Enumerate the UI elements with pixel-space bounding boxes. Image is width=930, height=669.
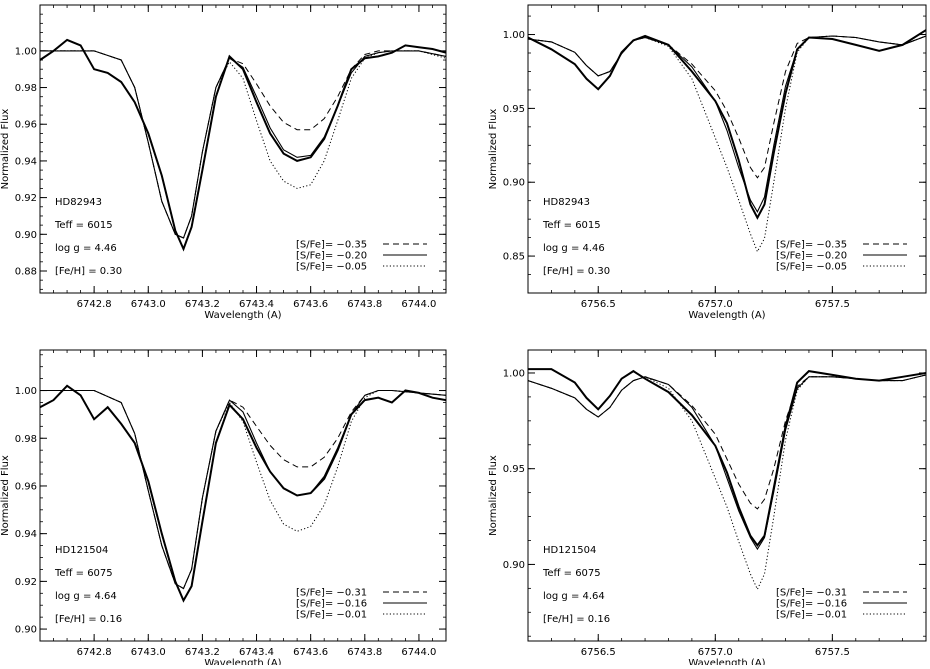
panel-top-right: 6756.5 6757.0 6757.5 0.85 0.90 0.95 1.00 Wavele… xyxy=(488,4,927,321)
series-line-solid xyxy=(528,374,926,551)
legend-label-dotted: [S/Fe]= −0.05 xyxy=(296,262,367,273)
legend-label-dashed: [S/Fe]= −0.31 xyxy=(296,588,367,599)
x-tick-label: 6743.4 xyxy=(239,299,274,310)
y-tick-label: 0.85 xyxy=(503,252,525,263)
observed-spectrum-line xyxy=(528,368,926,547)
x-tick-label: 6743.2 xyxy=(185,647,220,658)
series-line-dashed xyxy=(528,374,926,510)
star-feh: [Fe/H] = 0.16 xyxy=(543,614,610,625)
y-tick-label: 0.98 xyxy=(15,434,37,445)
y-axis-label: Normalized Flux xyxy=(488,109,499,190)
x-tick-label: 6756.5 xyxy=(581,299,616,310)
legend-label-solid: [S/Fe]= −0.20 xyxy=(776,251,847,262)
observed-spectrum-line xyxy=(528,29,926,220)
y-tick-label: 0.88 xyxy=(15,266,37,277)
star-name: HD82943 xyxy=(55,197,102,208)
legend-label-solid: [S/Fe]= −0.16 xyxy=(776,599,847,610)
x-tick-label: 6743.6 xyxy=(293,647,328,658)
x-tick-label: 6744.0 xyxy=(401,647,436,658)
x-tick-label: 6743.4 xyxy=(239,647,274,658)
y-tick-label: 0.90 xyxy=(503,560,525,571)
plot-frame xyxy=(527,349,927,642)
series-line-dashed xyxy=(528,35,926,179)
star-logg: log g = 4.46 xyxy=(55,243,117,254)
star-teff: Teff = 6015 xyxy=(542,220,601,231)
legend-label-dotted: [S/Fe]= −0.01 xyxy=(296,610,367,621)
legend-label-solid: [S/Fe]= −0.20 xyxy=(296,251,367,262)
star-logg: log g = 4.64 xyxy=(543,591,605,602)
series-line-dotted xyxy=(40,390,446,590)
y-axis-label: Normalized Flux xyxy=(0,455,11,536)
star-teff: Teff = 6075 xyxy=(542,568,601,579)
y-tick-label: 0.90 xyxy=(503,178,525,189)
star-name: HD121504 xyxy=(543,545,596,556)
panel-bottom-left: 6742.8 6743.0 6743.2 6743.4 6743.6 6743.8 6744… xyxy=(0,349,447,669)
legend-label-dotted: [S/Fe]= −0.01 xyxy=(776,610,847,621)
x-tick-label: 6744.0 xyxy=(401,299,436,310)
legend-label-dotted: [S/Fe]= −0.05 xyxy=(776,262,847,273)
x-tick-label: 6742.8 xyxy=(77,647,112,658)
legend-label-dashed: [S/Fe]= −0.31 xyxy=(776,588,847,599)
star-logg: log g = 4.46 xyxy=(543,243,605,254)
star-name: HD121504 xyxy=(55,545,108,556)
y-tick-label: 0.96 xyxy=(15,481,37,492)
observed-spectrum-line xyxy=(40,384,446,603)
x-axis-label: Wavelength (A) xyxy=(688,310,765,321)
series-line-dotted xyxy=(528,374,926,591)
x-tick-label: 6743.8 xyxy=(347,647,382,658)
panel-top-left: 6742.8 6743.0 6743.2 6743.4 6743.6 6743.8 6744… xyxy=(0,4,447,321)
y-axis-label: Normalized Flux xyxy=(0,109,11,190)
y-tick-label: 1.00 xyxy=(503,368,525,379)
y-tick-label: 0.98 xyxy=(15,83,37,94)
x-tick-label: 6743.0 xyxy=(131,647,166,658)
series-line-solid xyxy=(528,35,926,213)
star-teff: Teff = 6015 xyxy=(54,220,113,231)
x-tick-label: 6757.0 xyxy=(698,647,733,658)
panel-bottom-right: 6756.5 6757.0 6757.5 0.90 0.95 1.00 Wavelength… xyxy=(488,349,927,669)
x-tick-label: 6757.5 xyxy=(815,299,850,310)
x-axis-label: Wavelength (A) xyxy=(204,658,281,665)
observed-spectrum-line xyxy=(40,38,446,252)
x-axis-label: Wavelength (A) xyxy=(688,658,765,665)
star-feh: [Fe/H] = 0.30 xyxy=(55,266,122,277)
series-line-dotted xyxy=(528,35,926,253)
y-tick-label: 1.00 xyxy=(15,46,37,57)
x-tick-label: 6743.6 xyxy=(293,299,328,310)
star-feh: [Fe/H] = 0.30 xyxy=(543,266,610,277)
legend-label-dashed: [S/Fe]= −0.35 xyxy=(776,240,847,251)
legend-label-dashed: [S/Fe]= −0.35 xyxy=(296,240,367,251)
x-tick-label: 6743.0 xyxy=(131,299,166,310)
y-axis-label: Normalized Flux xyxy=(488,455,499,536)
y-tick-label: 0.94 xyxy=(15,156,37,167)
y-tick-label: 0.94 xyxy=(15,529,37,540)
legend-label-solid: [S/Fe]= −0.16 xyxy=(296,599,367,610)
y-tick-label: 0.95 xyxy=(503,104,525,115)
star-name: HD82943 xyxy=(543,197,590,208)
x-tick-label: 6743.8 xyxy=(347,299,382,310)
star-feh: [Fe/H] = 0.16 xyxy=(55,614,122,625)
series-line-dotted xyxy=(40,50,446,239)
y-tick-label: 0.90 xyxy=(15,625,37,636)
x-tick-label: 6743.2 xyxy=(185,299,220,310)
x-axis-label: Wavelength (A) xyxy=(204,310,281,321)
y-tick-label: 0.92 xyxy=(15,193,37,204)
x-tick-label: 6742.8 xyxy=(77,299,112,310)
y-tick-label: 1.00 xyxy=(503,30,525,41)
star-teff: Teff = 6075 xyxy=(54,568,113,579)
y-tick-label: 1.00 xyxy=(15,386,37,397)
y-tick-label: 0.92 xyxy=(15,577,37,588)
y-tick-label: 0.96 xyxy=(15,120,37,131)
x-tick-label: 6757.0 xyxy=(698,299,733,310)
x-tick-label: 6757.5 xyxy=(815,647,850,658)
y-tick-label: 0.90 xyxy=(15,230,37,241)
plot-frame xyxy=(527,4,927,294)
y-tick-label: 0.95 xyxy=(503,464,525,475)
star-logg: log g = 4.64 xyxy=(55,591,117,602)
x-tick-label: 6756.5 xyxy=(581,647,616,658)
